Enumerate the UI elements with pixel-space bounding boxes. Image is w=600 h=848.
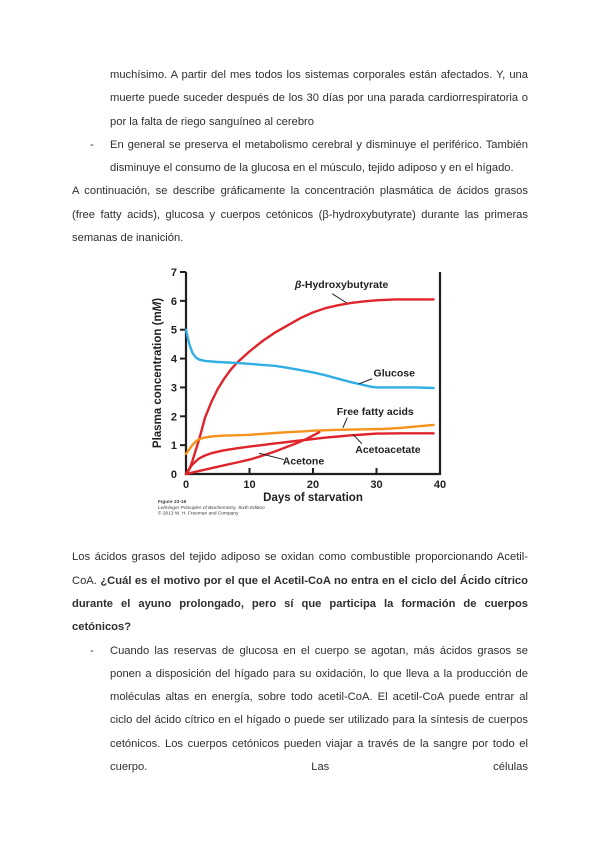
x-axis-title: Days of starvation: [263, 492, 363, 504]
label-leader-line: [352, 434, 363, 445]
series-line-acetone: [184, 431, 321, 476]
label-leader-line: [331, 293, 347, 304]
y-tick-label: 1: [171, 441, 177, 453]
curve-label-acetoacetate: Acetoacetate: [355, 445, 421, 457]
question-lead-text: Los ácidos grasos del tejido adiposo se …: [72, 551, 528, 587]
series-line-β-hydroxybutyrate: [184, 298, 435, 476]
paragraph-question: Los ácidos grasos del tejido adiposo se …: [72, 546, 528, 639]
x-tick-label: 0: [183, 479, 189, 491]
y-tick-label: 2: [171, 412, 177, 424]
x-tick-label: 10: [243, 479, 255, 491]
figure-caption-number: Figure 23-16: [158, 500, 187, 506]
curve-label-glucose: Glucose: [374, 368, 416, 380]
bullet-dash: -: [90, 138, 94, 151]
x-tick-label: 20: [307, 479, 319, 491]
curve-label-free-fatty-acids: Free fatty acids: [337, 406, 414, 418]
series-line-glucose: [184, 328, 435, 390]
label-leader-line: [342, 417, 348, 429]
x-tick-label: 30: [370, 479, 382, 491]
curve-label-acetone: Acetone: [283, 456, 325, 468]
label-leader-line: [358, 378, 373, 385]
series-line-acetoacetate: [184, 432, 435, 476]
y-tick-label: 5: [171, 325, 177, 337]
y-tick-label: 7: [171, 267, 177, 279]
question-bold-text: ¿Cuál es el motivo por el que el Acetil-…: [72, 574, 528, 634]
y-tick-label: 4: [171, 354, 178, 366]
curve-label-β-hydroxybutyrate: β-Hydroxybutyrate: [294, 279, 389, 291]
bullet-text-answer: Cuando las reservas de glucosa en el cue…: [110, 644, 528, 774]
bullet-item-answer: - Cuando las reservas de glucosa en el c…: [72, 640, 528, 780]
bullet-item-metabolism: - En general se preserva el metabolismo …: [72, 134, 528, 181]
figure-starvation-chart: 0 10 20 30 40 0 1 2 3 4 5 6 7 β-Hydroxybutyrate Glucos…: [72, 264, 528, 546]
y-tick-label: 3: [171, 383, 177, 395]
y-tick-label: 6: [171, 296, 177, 308]
figure-caption-copyright: © 2013 W. H. Freeman and Company: [158, 511, 239, 517]
label-leader-line: [258, 453, 284, 461]
paragraph-chart-intro: A continuación, se describe gráficamente…: [72, 185, 528, 245]
bullet-dash: -: [90, 644, 94, 657]
bullet-text-metabolism: En general se preserva el metabolismo ce…: [110, 138, 528, 175]
starvation-line-chart: 0 10 20 30 40 0 1 2 3 4 5 6 7 β-Hydroxybutyrate Glucos…: [152, 267, 446, 504]
y-tick-label: 0: [171, 469, 177, 481]
y-axis-title: Plasma concentration (mM): [152, 298, 164, 448]
series-line-free-fatty-acids: [184, 424, 435, 456]
figure-caption-source: Lehninger Principles of Biochemistry, Si…: [158, 505, 265, 511]
figure-caption: Figure 23-16 Lehninger Principles of Bio…: [158, 500, 265, 517]
x-tick-label: 40: [434, 479, 446, 491]
paragraph-starvation-effects: muchísimo. A partir del mes todos los si…: [110, 69, 528, 128]
